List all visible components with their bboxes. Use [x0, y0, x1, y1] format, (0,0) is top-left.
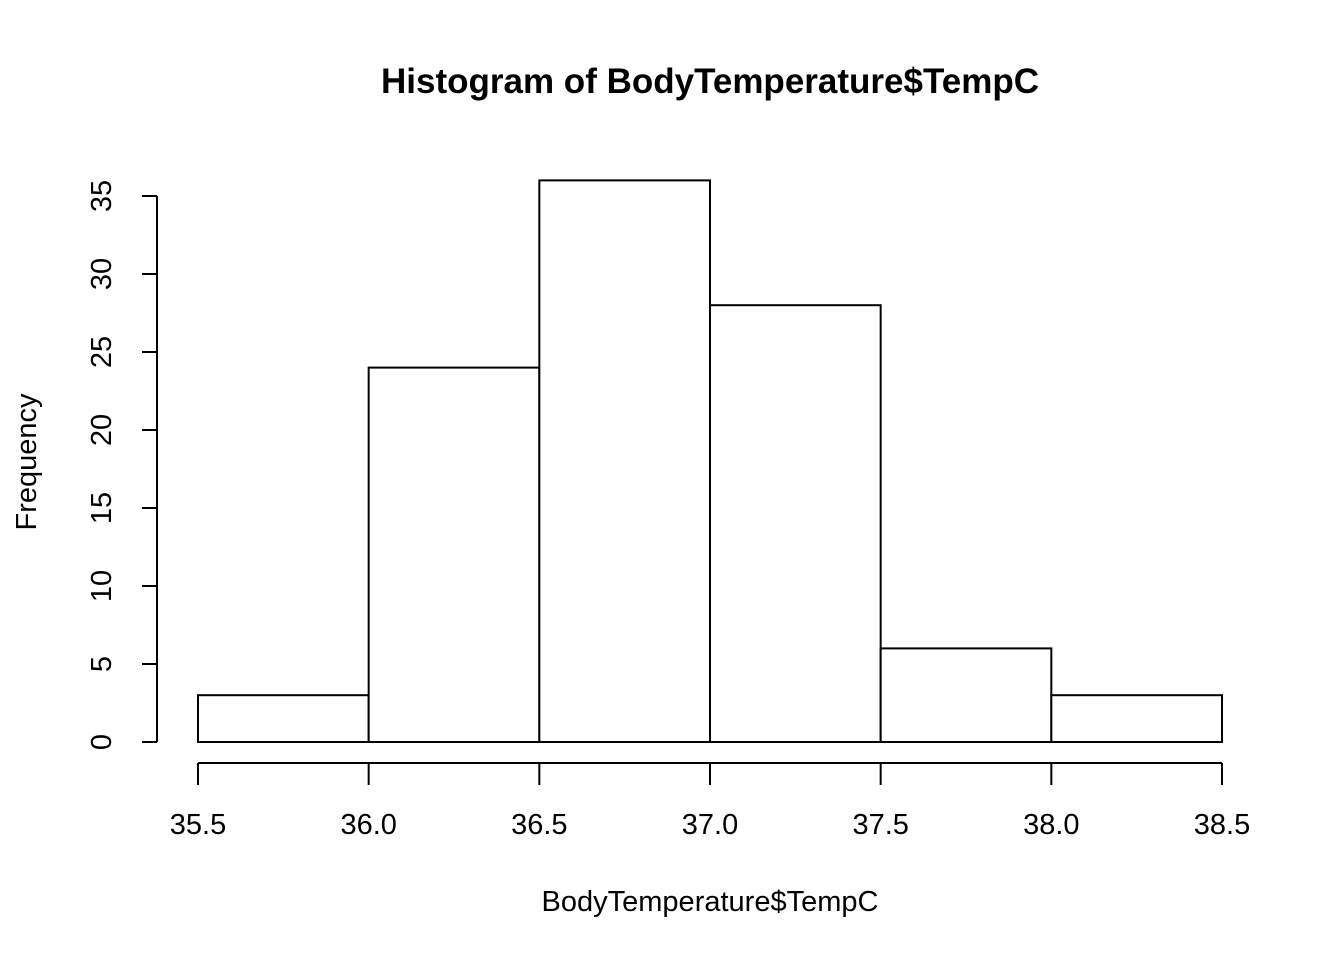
histogram-bar-0	[197, 694, 370, 744]
histogram-bar-1	[367, 366, 541, 743]
x-tick-label-4: 37.5	[852, 809, 908, 841]
y-tick-label-1: 5	[86, 656, 118, 672]
x-tick-label-5: 38.0	[1023, 809, 1079, 841]
y-tick-label-5: 25	[86, 336, 118, 368]
y-tick-label-0: 0	[86, 734, 118, 750]
x-axis-ticks: 35.5 36.0 36.5 37.0 37.5 38.0 38.5	[170, 763, 1250, 841]
y-tick-label-7: 35	[86, 180, 118, 212]
x-tick-label-6: 38.5	[1194, 809, 1250, 841]
histogram-bar-2	[538, 179, 711, 743]
x-tick-label-2: 36.5	[511, 809, 567, 841]
y-axis-label: Frequency	[11, 393, 43, 531]
x-tick-label-0: 35.5	[170, 809, 226, 841]
histogram-bar-5	[1050, 694, 1224, 744]
y-tick-label-3: 15	[86, 492, 118, 524]
y-tick-label-4: 20	[86, 414, 118, 446]
histogram-bar-4	[879, 647, 1053, 744]
chart-title: Histogram of BodyTemperature$TempC	[381, 62, 1039, 101]
x-tick-label-1: 36.0	[340, 809, 396, 841]
y-tick-label-6: 30	[86, 258, 118, 290]
histogram-bar-3	[709, 304, 882, 743]
x-tick-label-3: 37.0	[682, 809, 738, 841]
x-axis-label: BodyTemperature$TempC	[542, 886, 879, 918]
y-axis-ticks: 0 5 10 15 20 25 30 35	[86, 180, 157, 750]
y-tick-label-2: 10	[86, 570, 118, 602]
histogram-bars	[197, 179, 1224, 744]
